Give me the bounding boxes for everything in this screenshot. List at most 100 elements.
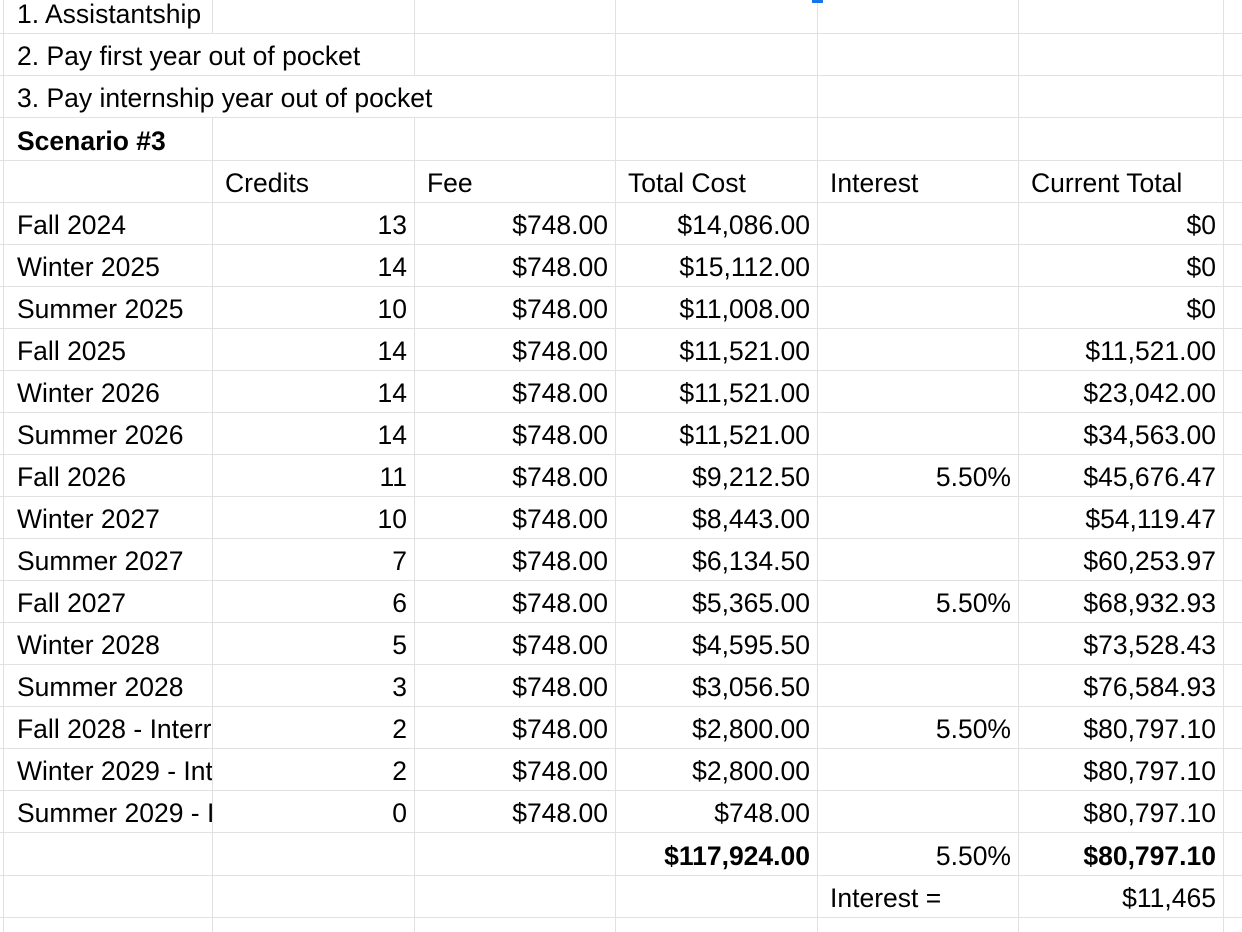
cell-empty[interactable] — [0, 161, 213, 202]
cell-current-total[interactable]: $73,528.43 — [1019, 623, 1224, 664]
cell-fee[interactable]: $748.00 — [415, 245, 616, 286]
cell-total-cost[interactable]: $2,800.00 — [616, 749, 818, 790]
cell-total-cost[interactable]: $6,134.50 — [616, 539, 818, 580]
cell-current-total-final[interactable]: $80,797.10 — [1019, 833, 1224, 875]
cell-current-total[interactable]: $0 — [1019, 287, 1224, 328]
cell-total-cost[interactable]: $748.00 — [616, 791, 818, 832]
cell-credits[interactable]: 13 — [213, 203, 415, 244]
cell-fee[interactable]: $748.00 — [415, 707, 616, 748]
cell-empty[interactable] — [1224, 371, 1242, 412]
cell-current-total[interactable]: $23,042.00 — [1019, 371, 1224, 412]
cell-empty[interactable] — [818, 76, 1019, 117]
cell-empty[interactable] — [1224, 203, 1242, 244]
cell-empty[interactable] — [818, 118, 1019, 160]
cell-interest[interactable] — [818, 245, 1019, 286]
cell-empty[interactable] — [1224, 497, 1242, 538]
cell-empty[interactable] — [415, 876, 616, 917]
header-total-cost[interactable]: Total Cost — [616, 161, 818, 202]
cell-current-total[interactable]: $80,797.10 — [1019, 791, 1224, 832]
cell-total-cost[interactable]: $9,212.50 — [616, 455, 818, 496]
cell-empty[interactable] — [1224, 876, 1242, 917]
cell-empty[interactable] — [818, 918, 1019, 932]
cell-empty[interactable] — [213, 833, 415, 875]
cell-current-total[interactable]: $0 — [1019, 203, 1224, 244]
cell-total-cost[interactable]: $15,112.00 — [616, 245, 818, 286]
cell-empty[interactable] — [616, 34, 818, 75]
cell-empty[interactable] — [1224, 118, 1242, 160]
cell-current-total[interactable]: $80,797.10 — [1019, 749, 1224, 790]
cell-credits[interactable]: 14 — [213, 413, 415, 454]
cell-current-total[interactable]: $80,797.10 — [1019, 707, 1224, 748]
cell-fee[interactable]: $748.00 — [415, 665, 616, 706]
cell-credits[interactable]: 10 — [213, 287, 415, 328]
cell-interest[interactable] — [818, 329, 1019, 370]
cell-term-label[interactable]: Summer 2029 - I — [0, 791, 213, 832]
cell-interest[interactable] — [818, 665, 1019, 706]
cell-total-cost[interactable]: $5,365.00 — [616, 581, 818, 622]
cell-total-cost[interactable]: $11,008.00 — [616, 287, 818, 328]
cell-fee[interactable]: $748.00 — [415, 371, 616, 412]
cell-interest[interactable] — [818, 203, 1019, 244]
cell-term-label[interactable]: Winter 2027 — [0, 497, 213, 538]
cell-credits[interactable]: 0 — [213, 791, 415, 832]
cell-interest[interactable] — [818, 371, 1019, 412]
cell-total-cost[interactable]: $3,056.50 — [616, 665, 818, 706]
cell-total-cost[interactable]: $14,086.00 — [616, 203, 818, 244]
cell-credits[interactable]: 7 — [213, 539, 415, 580]
cell-current-total[interactable]: $76,584.93 — [1019, 665, 1224, 706]
cell-empty[interactable] — [818, 34, 1019, 75]
cell-interest[interactable]: 5.50% — [818, 707, 1019, 748]
cell-fee[interactable]: $748.00 — [415, 581, 616, 622]
cell-fee[interactable]: $748.00 — [415, 203, 616, 244]
cell-empty[interactable] — [1224, 918, 1242, 932]
cell-fee[interactable]: $748.00 — [415, 329, 616, 370]
cell-credits[interactable]: 14 — [213, 329, 415, 370]
cell-empty[interactable] — [415, 34, 616, 75]
cell-scenario-title[interactable]: Scenario #3 — [0, 118, 213, 160]
cell-fee[interactable]: $748.00 — [415, 539, 616, 580]
selection-fill-handle[interactable] — [812, 0, 823, 3]
cell-term-label[interactable]: Fall 2025 — [0, 329, 213, 370]
cell-empty[interactable] — [1224, 161, 1242, 202]
cell-empty[interactable] — [213, 118, 415, 160]
cell-interest[interactable]: 5.50% — [818, 455, 1019, 496]
cell-credits[interactable]: 14 — [213, 371, 415, 412]
cell-fee[interactable]: $748.00 — [415, 455, 616, 496]
cell-term-label[interactable]: Winter 2026 — [0, 371, 213, 412]
cell-empty[interactable] — [818, 0, 1019, 33]
header-interest[interactable]: Interest — [818, 161, 1019, 202]
cell-empty[interactable] — [1224, 455, 1242, 496]
cell-empty[interactable] — [1224, 413, 1242, 454]
cell-current-total[interactable]: $68,932.93 — [1019, 581, 1224, 622]
cell-credits[interactable]: 11 — [213, 455, 415, 496]
cell-empty[interactable] — [0, 876, 213, 917]
cell-empty[interactable] — [0, 918, 213, 932]
cell-note-1[interactable]: 1. Assistantship — [0, 0, 213, 33]
cell-fee[interactable]: $748.00 — [415, 623, 616, 664]
cell-empty[interactable] — [1224, 791, 1242, 832]
cell-note-3[interactable]: 3. Pay internship year out of pocket — [0, 76, 616, 117]
cell-credits[interactable]: 5 — [213, 623, 415, 664]
cell-term-label[interactable]: Fall 2027 — [0, 581, 213, 622]
cell-empty[interactable] — [213, 0, 415, 33]
cell-interest[interactable] — [818, 623, 1019, 664]
cell-interest-value[interactable]: $11,465 — [1019, 876, 1224, 917]
cell-empty[interactable] — [1224, 287, 1242, 328]
cell-empty[interactable] — [415, 118, 616, 160]
cell-fee[interactable]: $748.00 — [415, 497, 616, 538]
cell-total-cost[interactable]: $11,521.00 — [616, 371, 818, 412]
cell-term-label[interactable]: Summer 2027 — [0, 539, 213, 580]
cell-fee[interactable]: $748.00 — [415, 287, 616, 328]
cell-current-total[interactable]: $60,253.97 — [1019, 539, 1224, 580]
cell-term-label[interactable]: Summer 2025 — [0, 287, 213, 328]
cell-empty[interactable] — [415, 918, 616, 932]
cell-current-total[interactable]: $54,119.47 — [1019, 497, 1224, 538]
cell-term-label[interactable]: Winter 2028 — [0, 623, 213, 664]
cell-empty[interactable] — [213, 876, 415, 917]
cell-credits[interactable]: 3 — [213, 665, 415, 706]
cell-total-cost[interactable]: $4,595.50 — [616, 623, 818, 664]
cell-current-total[interactable]: $0 — [1019, 245, 1224, 286]
cell-interest[interactable] — [818, 539, 1019, 580]
cell-interest[interactable] — [818, 413, 1019, 454]
cell-interest[interactable] — [818, 497, 1019, 538]
